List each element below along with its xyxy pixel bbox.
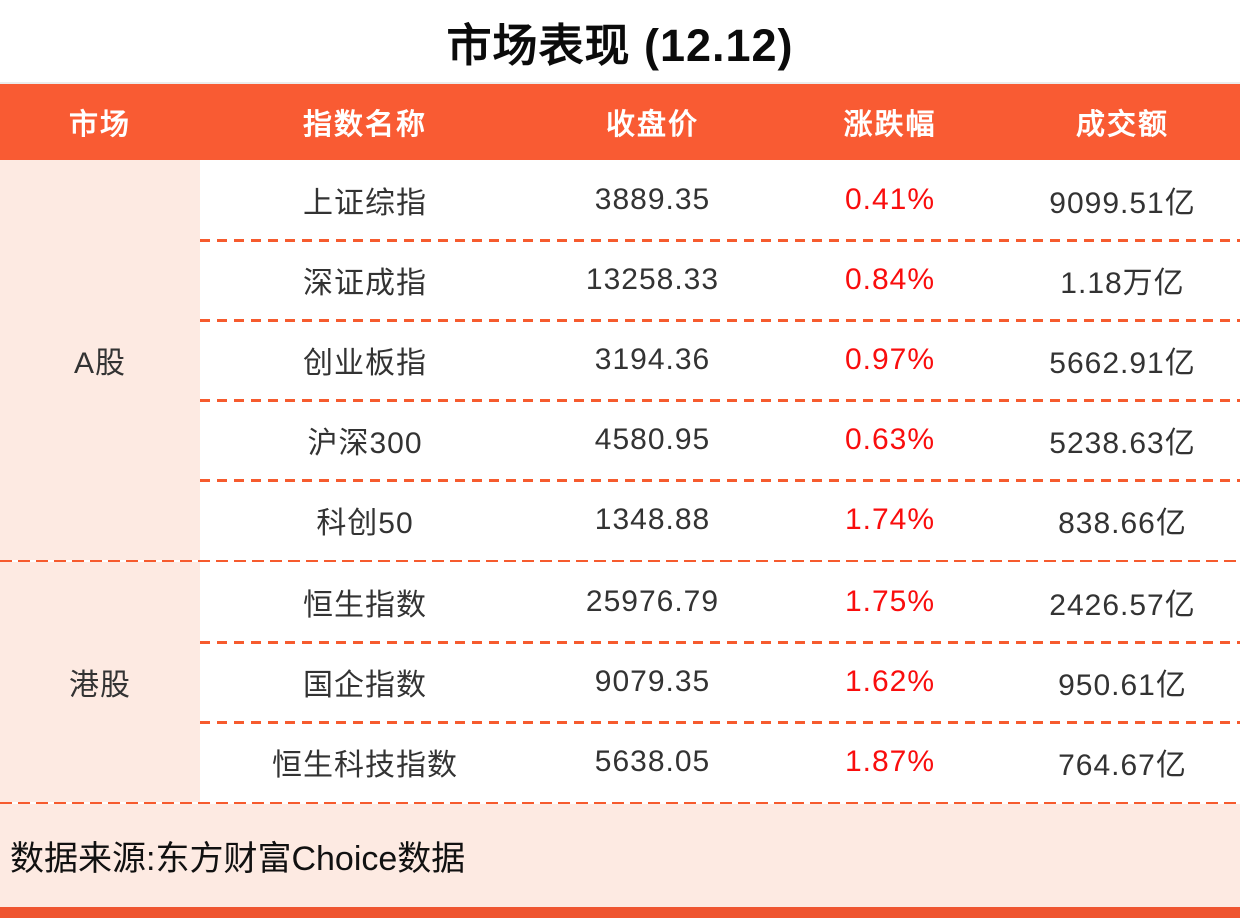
table-row: 国企指数 9079.35 1.62% 950.61亿 xyxy=(200,640,1240,722)
table-row: 沪深300 4580.95 0.63% 5238.63亿 xyxy=(200,398,1240,480)
header-market: 市场 xyxy=(68,109,131,141)
index-name: 科创50 xyxy=(316,507,414,540)
close-price: 25976.79 xyxy=(585,585,720,618)
index-name: 上证综指 xyxy=(303,187,427,220)
index-name: 深证成指 xyxy=(303,267,427,300)
bottom-accent-bar xyxy=(0,907,1240,918)
index-name: 创业板指 xyxy=(303,347,427,380)
index-name: 国企指数 xyxy=(303,669,427,702)
turnover: 838.66亿 xyxy=(1058,507,1187,540)
turnover: 950.61亿 xyxy=(1058,669,1187,702)
index-name: 沪深300 xyxy=(307,427,423,460)
group-hk-shares-rows: 恒生指数 25976.79 1.75% 2426.57亿 国企指数 9079.3… xyxy=(200,562,1240,802)
change-percent: 1.75% xyxy=(844,585,936,618)
turnover: 5238.63亿 xyxy=(1049,427,1196,460)
data-source-text: 数据来源:东方财富Choice数据 xyxy=(10,840,466,878)
index-name: 恒生指数 xyxy=(303,589,427,622)
close-price: 13258.33 xyxy=(585,263,720,296)
group-a-shares: A股 上证综指 3889.35 0.41% 9099.51亿 深证成指 1325… xyxy=(0,160,1240,560)
close-price: 4580.95 xyxy=(594,423,711,456)
change-percent: 0.97% xyxy=(844,343,936,376)
header-turnover: 成交额 xyxy=(1075,109,1169,141)
table-row: 恒生科技指数 5638.05 1.87% 764.67亿 xyxy=(200,720,1240,802)
close-price: 1348.88 xyxy=(594,503,711,536)
title-bar: 市场表现 (12.12) xyxy=(0,0,1240,82)
change-percent: 1.62% xyxy=(844,665,936,698)
footer-divider xyxy=(0,802,1240,804)
change-percent: 1.74% xyxy=(844,503,936,536)
turnover: 2426.57亿 xyxy=(1049,589,1196,622)
header-change-percent: 涨跌幅 xyxy=(843,109,937,141)
page-title: 市场表现 (12.12) xyxy=(446,19,794,71)
index-name: 恒生科技指数 xyxy=(272,749,458,782)
close-price: 3889.35 xyxy=(594,183,711,216)
change-percent: 0.84% xyxy=(844,263,936,296)
change-percent: 0.63% xyxy=(844,423,936,456)
turnover: 1.18万亿 xyxy=(1060,267,1185,300)
header-index-name: 指数名称 xyxy=(302,109,427,141)
table-row: 上证综指 3889.35 0.41% 9099.51亿 xyxy=(200,160,1240,240)
table-row: 恒生指数 25976.79 1.75% 2426.57亿 xyxy=(200,562,1240,642)
header-close-price: 收盘价 xyxy=(605,109,699,141)
market-label-hk-shares: 港股 xyxy=(0,562,200,802)
turnover: 9099.51亿 xyxy=(1049,187,1196,220)
group-a-shares-rows: 上证综指 3889.35 0.41% 9099.51亿 深证成指 13258.3… xyxy=(200,160,1240,560)
group-divider xyxy=(0,560,1240,562)
close-price: 3194.36 xyxy=(594,343,711,376)
turnover: 5662.91亿 xyxy=(1049,347,1196,380)
group-hk-shares: 港股 恒生指数 25976.79 1.75% 2426.57亿 国企指数 907… xyxy=(0,562,1240,802)
table-row: 创业板指 3194.36 0.97% 5662.91亿 xyxy=(200,318,1240,400)
change-percent: 1.87% xyxy=(844,745,936,778)
turnover: 764.67亿 xyxy=(1058,749,1187,782)
footer: 数据来源:东方财富Choice数据 xyxy=(0,804,1240,907)
change-percent: 0.41% xyxy=(844,183,936,216)
table-row: 深证成指 13258.33 0.84% 1.18万亿 xyxy=(200,238,1240,320)
close-price: 9079.35 xyxy=(594,665,711,698)
market-label-a-shares: A股 xyxy=(0,160,200,560)
close-price: 5638.05 xyxy=(594,745,711,778)
table-header-row: 市场 指数名称 收盘价 涨跌幅 成交额 xyxy=(0,82,1240,160)
table-row: 科创50 1348.88 1.74% 838.66亿 xyxy=(200,478,1240,560)
